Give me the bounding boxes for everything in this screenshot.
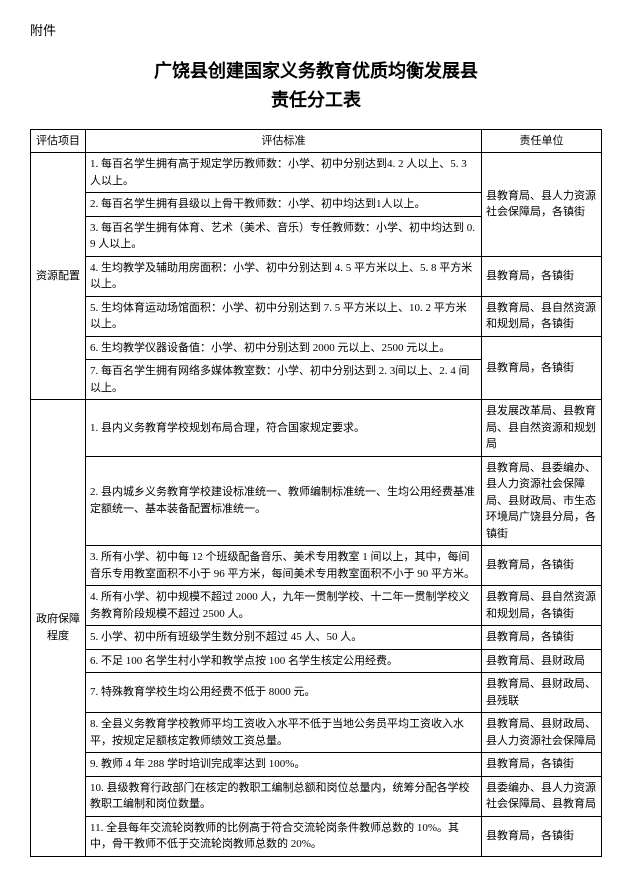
- responsible-cell: 县教育局，各镇街: [482, 626, 602, 650]
- table-row: 4. 所有小学、初中规模不超过 2000 人，九年一贯制学校、十二年一贯制学校义…: [31, 586, 602, 626]
- standard-cell: 3. 每百名学生拥有体育、艺术（美术、音乐）专任教师数：小学、初中均达到 0. …: [86, 216, 482, 256]
- responsible-cell: 县教育局，各镇街: [482, 256, 602, 296]
- standard-cell: 6. 不足 100 名学生村小学和教学点按 100 名学生核定公用经费。: [86, 649, 482, 673]
- standard-cell: 4. 生均教学及辅助用房面积：小学、初中分别达到 4. 5 平方米以上、5. 8…: [86, 256, 482, 296]
- table-row: 6. 生均教学仪器设备值：小学、初中分别达到 2000 元以上、2500 元以上…: [31, 336, 602, 360]
- header-category: 评估项目: [31, 129, 86, 153]
- standard-cell: 2. 每百名学生拥有县级以上骨干教师数：小学、初中均达到1人以上。: [86, 193, 482, 217]
- responsible-cell: 县教育局、县财政局: [482, 649, 602, 673]
- table-row: 2. 县内城乡义务教育学校建设标准统一、教师编制标准统一、生均公用经费基准定额统…: [31, 456, 602, 546]
- standard-cell: 4. 所有小学、初中规模不超过 2000 人，九年一贯制学校、十二年一贯制学校义…: [86, 586, 482, 626]
- table-row: 10. 县级教育行政部门在核定的教职工编制总额和岗位总量内，统筹分配各学校教职工…: [31, 776, 602, 816]
- attachment-label: 附件: [30, 20, 602, 39]
- category-cell: 资源配置: [31, 153, 86, 400]
- table-row: 政府保障程度1. 县内义务教育学校规划布局合理，符合国家规定要求。县发展改革局、…: [31, 400, 602, 457]
- responsible-cell: 县教育局，各镇街: [482, 546, 602, 586]
- responsible-cell: 县教育局、县自然资源和规划局，各镇街: [482, 586, 602, 626]
- table-row: 9. 教师 4 年 288 学时培训完成率达到 100%。县教育局，各镇街: [31, 753, 602, 777]
- responsible-cell: 县教育局、县财政局、县人力资源社会保障局: [482, 713, 602, 753]
- title-line-2: 责任分工表: [30, 86, 602, 115]
- standard-cell: 5. 生均体育运动场馆面积：小学、初中分别达到 7. 5 平方米以上、10. 2…: [86, 296, 482, 336]
- table-row: 8. 全县义务教育学校教师平均工资收入水平不低于当地公务员平均工资收入水平，按规…: [31, 713, 602, 753]
- responsible-cell: 县教育局、县委编办、县人力资源社会保障局、县财政局、市生态环境局广饶县分局，各镇…: [482, 456, 602, 546]
- standard-cell: 1. 县内义务教育学校规划布局合理，符合国家规定要求。: [86, 400, 482, 457]
- header-standard: 评估标准: [86, 129, 482, 153]
- responsible-cell: 县委编办、县人力资源社会保障局、县教育局: [482, 776, 602, 816]
- responsible-cell: 县教育局，各镇街: [482, 336, 602, 400]
- standard-cell: 1. 每百名学生拥有高于规定学历教师数：小学、初中分别达到4. 2 人以上、5.…: [86, 153, 482, 193]
- header-responsible: 责任单位: [482, 129, 602, 153]
- table-row: 4. 生均教学及辅助用房面积：小学、初中分别达到 4. 5 平方米以上、5. 8…: [31, 256, 602, 296]
- standard-cell: 2. 县内城乡义务教育学校建设标准统一、教师编制标准统一、生均公用经费基准定额统…: [86, 456, 482, 546]
- table-row: 5. 小学、初中所有班级学生数分别不超过 45 人、50 人。县教育局，各镇街: [31, 626, 602, 650]
- table-row: 3. 所有小学、初中每 12 个班级配备音乐、美术专用教室 1 间以上，其中，每…: [31, 546, 602, 586]
- standard-cell: 9. 教师 4 年 288 学时培训完成率达到 100%。: [86, 753, 482, 777]
- table-row: 5. 生均体育运动场馆面积：小学、初中分别达到 7. 5 平方米以上、10. 2…: [31, 296, 602, 336]
- responsible-cell: 县教育局、县自然资源和规划局，各镇街: [482, 296, 602, 336]
- standard-cell: 7. 每百名学生拥有网络多媒体教室数：小学、初中分别达到 2. 3间以上、2. …: [86, 360, 482, 400]
- responsible-cell: 县教育局，各镇街: [482, 816, 602, 856]
- responsible-cell: 县教育局，各镇街: [482, 753, 602, 777]
- standard-cell: 8. 全县义务教育学校教师平均工资收入水平不低于当地公务员平均工资收入水平，按规…: [86, 713, 482, 753]
- responsibility-table: 评估项目 评估标准 责任单位 资源配置1. 每百名学生拥有高于规定学历教师数：小…: [30, 129, 602, 857]
- responsible-cell: 县教育局、县财政局、县残联: [482, 673, 602, 713]
- table-row: 7. 特殊教育学校生均公用经费不低于 8000 元。县教育局、县财政局、县残联: [31, 673, 602, 713]
- category-cell: 政府保障程度: [31, 400, 86, 857]
- table-row: 6. 不足 100 名学生村小学和教学点按 100 名学生核定公用经费。县教育局…: [31, 649, 602, 673]
- standard-cell: 11. 全县每年交流轮岗教师的比例高于符合交流轮岗条件教师总数的 10%。其中，…: [86, 816, 482, 856]
- responsible-cell: 县发展改革局、县教育局、县自然资源和规划局: [482, 400, 602, 457]
- standard-cell: 5. 小学、初中所有班级学生数分别不超过 45 人、50 人。: [86, 626, 482, 650]
- table-row: 资源配置1. 每百名学生拥有高于规定学历教师数：小学、初中分别达到4. 2 人以…: [31, 153, 602, 193]
- table-header-row: 评估项目 评估标准 责任单位: [31, 129, 602, 153]
- standard-cell: 10. 县级教育行政部门在核定的教职工编制总额和岗位总量内，统筹分配各学校教职工…: [86, 776, 482, 816]
- standard-cell: 6. 生均教学仪器设备值：小学、初中分别达到 2000 元以上、2500 元以上…: [86, 336, 482, 360]
- standard-cell: 7. 特殊教育学校生均公用经费不低于 8000 元。: [86, 673, 482, 713]
- page-title: 广饶县创建国家义务教育优质均衡发展县 责任分工表: [30, 57, 602, 115]
- responsible-cell: 县教育局、县人力资源社会保障局，各镇街: [482, 153, 602, 257]
- standard-cell: 3. 所有小学、初中每 12 个班级配备音乐、美术专用教室 1 间以上，其中，每…: [86, 546, 482, 586]
- table-row: 11. 全县每年交流轮岗教师的比例高于符合交流轮岗条件教师总数的 10%。其中，…: [31, 816, 602, 856]
- title-line-1: 广饶县创建国家义务教育优质均衡发展县: [30, 57, 602, 86]
